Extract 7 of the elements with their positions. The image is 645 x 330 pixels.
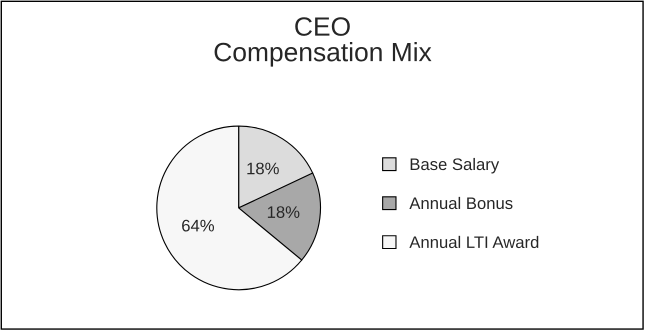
data-label: 18% — [268, 206, 300, 218]
data-label: 64% — [182, 220, 214, 232]
legend-label: Base Salary — [410, 158, 500, 174]
data-label: 18% — [247, 162, 279, 174]
legend-label: Annual Bonus — [409, 196, 512, 210]
chart-title: CEO Compensation Mix — [214, 17, 432, 67]
legend-label: Annual LTI Award — [409, 236, 538, 248]
